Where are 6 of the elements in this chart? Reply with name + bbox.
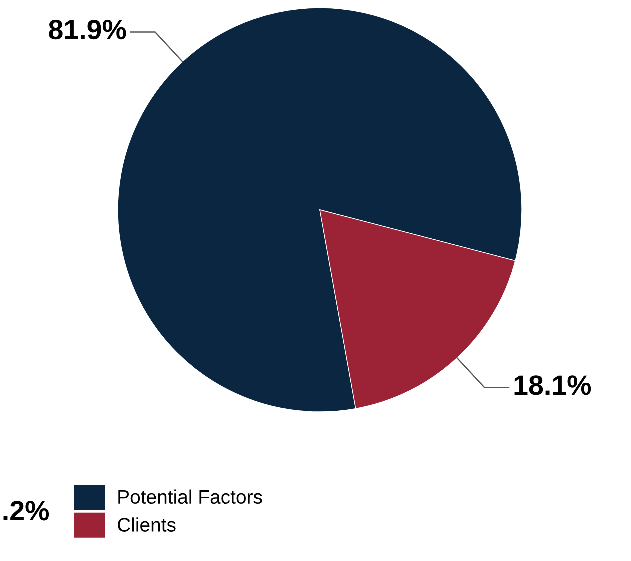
- legend-label: Clients: [118, 518, 176, 532]
- data-label: 81.9%: [49, 20, 126, 40]
- legend-label: Potential Factors: [118, 490, 262, 504]
- text: .2%: [4, 501, 50, 521]
- pie-slice: [320, 210, 516, 410]
- data-label: 18.1%: [514, 376, 592, 396]
